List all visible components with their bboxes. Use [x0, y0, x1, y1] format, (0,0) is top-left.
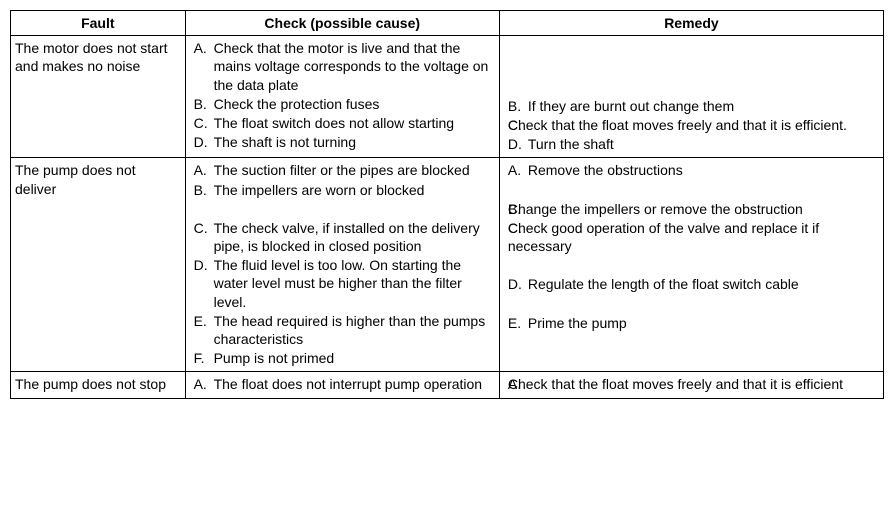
item-text: The float switch does not allow starting — [214, 115, 454, 131]
item-letter: A. — [508, 161, 521, 179]
table-row: The motor does not start and makes no no… — [11, 36, 884, 158]
check-cell: A. The float does not interrupt pump oper… — [185, 372, 499, 398]
fault-cell: The motor does not start and makes no no… — [11, 36, 186, 158]
header-remedy: Remedy — [499, 11, 883, 36]
item-letter: D. — [194, 256, 208, 274]
item-text: The fluid level is too low. On starting … — [214, 257, 462, 309]
remedy-item: C.Check good operation of the valve and … — [508, 219, 877, 255]
check-item: A. Check that the motor is live and that … — [194, 39, 493, 94]
item-letter: C. — [508, 116, 522, 134]
item-text: Check that the float moves freely and th… — [508, 117, 847, 133]
check-cell: A. The suction filter or the pipes are bl… — [185, 158, 499, 372]
item-letter: D. — [508, 275, 522, 293]
remedy-item — [508, 181, 877, 199]
table-row: The pump does not deliver A. The suction … — [11, 158, 884, 372]
item-text: Check that the float moves freely and th… — [508, 376, 843, 392]
item-text: Check that the motor is live and that th… — [214, 40, 489, 92]
item-letter: E. — [508, 314, 521, 332]
fault-cell: The pump does not stop — [11, 372, 186, 398]
remedy-item: E. Prime the pump — [508, 314, 877, 332]
item-letter: C. — [194, 114, 208, 132]
item-text: Prime the pump — [528, 315, 627, 331]
item-letter: D. — [508, 135, 522, 153]
remedy-item — [508, 39, 877, 57]
remedy-item — [508, 295, 877, 313]
remedy-item — [508, 58, 877, 76]
item-letter: E. — [194, 312, 207, 330]
item-text: If they are burnt out change them — [528, 98, 734, 114]
item-letter: B. — [508, 200, 521, 218]
remedy-item — [508, 78, 877, 96]
item-letter: F. — [194, 349, 205, 367]
item-text: Change the impellers or remove the obstr… — [508, 201, 803, 217]
item-letter: B. — [194, 95, 207, 113]
table-header-row: Fault Check (possible cause) Remedy — [11, 11, 884, 36]
check-item: D. The shaft is not turning — [194, 133, 493, 151]
check-item: A. The suction filter or the pipes are bl… — [194, 161, 493, 179]
item-text: Remove the obstructions — [528, 162, 683, 178]
item-letter: C. — [508, 219, 522, 237]
remedy-cell: A.Check that the float moves freely and … — [499, 372, 883, 398]
remedy-item: A. Remove the obstructions — [508, 161, 877, 179]
check-item: F. Pump is not primed — [194, 349, 493, 367]
header-check: Check (possible cause) — [185, 11, 499, 36]
item-text: Turn the shaft — [528, 136, 614, 152]
item-text: The suction filter or the pipes are bloc… — [214, 162, 470, 178]
check-item: C. The float switch does not allow starti… — [194, 114, 493, 132]
check-item: C. The check valve, if installed on the d… — [194, 219, 493, 255]
item-letter: C. — [194, 219, 208, 237]
item-letter: A. — [194, 161, 207, 179]
check-item — [194, 200, 493, 218]
item-letter: D. — [194, 133, 208, 151]
item-letter: A. — [194, 375, 207, 393]
check-item: D. The fluid level is too low. On startin… — [194, 256, 493, 311]
header-fault: Fault — [11, 11, 186, 36]
item-text: The head required is higher than the pum… — [214, 313, 486, 347]
remedy-item: B.Change the impellers or remove the obs… — [508, 200, 877, 218]
item-letter: A. — [194, 39, 207, 57]
remedy-cell: A. Remove the obstructions B.Change the i… — [499, 158, 883, 372]
troubleshooting-table: Fault Check (possible cause) Remedy The … — [10, 10, 884, 399]
check-item: A. The float does not interrupt pump oper… — [194, 375, 493, 393]
item-text: The impellers are worn or blocked — [214, 182, 425, 198]
item-letter: B. — [508, 97, 521, 115]
item-letter: B. — [194, 181, 207, 199]
item-text: The check valve, if installed on the del… — [214, 220, 480, 254]
item-text: Regulate the length of the float switch … — [528, 276, 799, 292]
check-item: B. Check the protection fuses — [194, 95, 493, 113]
check-item: B. The impellers are worn or blocked — [194, 181, 493, 199]
remedy-cell: B. If they are burnt out change them C.Ch… — [499, 36, 883, 158]
check-cell: A. Check that the motor is live and that … — [185, 36, 499, 158]
check-item: E. The head required is higher than the p… — [194, 312, 493, 348]
remedy-item — [508, 256, 877, 274]
remedy-item: A.Check that the float moves freely and … — [508, 375, 877, 393]
item-text: The shaft is not turning — [214, 134, 356, 150]
remedy-item: C.Check that the float moves freely and … — [508, 116, 877, 134]
fault-cell: The pump does not deliver — [11, 158, 186, 372]
remedy-item: B. If they are burnt out change them — [508, 97, 877, 115]
item-text: Check the protection fuses — [214, 96, 380, 112]
remedy-item: D. Turn the shaft — [508, 135, 877, 153]
table-row: The pump does not stop A. The float does … — [11, 372, 884, 398]
remedy-item: D. Regulate the length of the float switc… — [508, 275, 877, 293]
table-body: The motor does not start and makes no no… — [11, 36, 884, 398]
item-text: The float does not interrupt pump operat… — [214, 376, 483, 392]
item-text: Pump is not primed — [214, 350, 335, 366]
item-letter: A. — [508, 375, 521, 393]
item-text: Check good operation of the valve and re… — [508, 220, 819, 254]
